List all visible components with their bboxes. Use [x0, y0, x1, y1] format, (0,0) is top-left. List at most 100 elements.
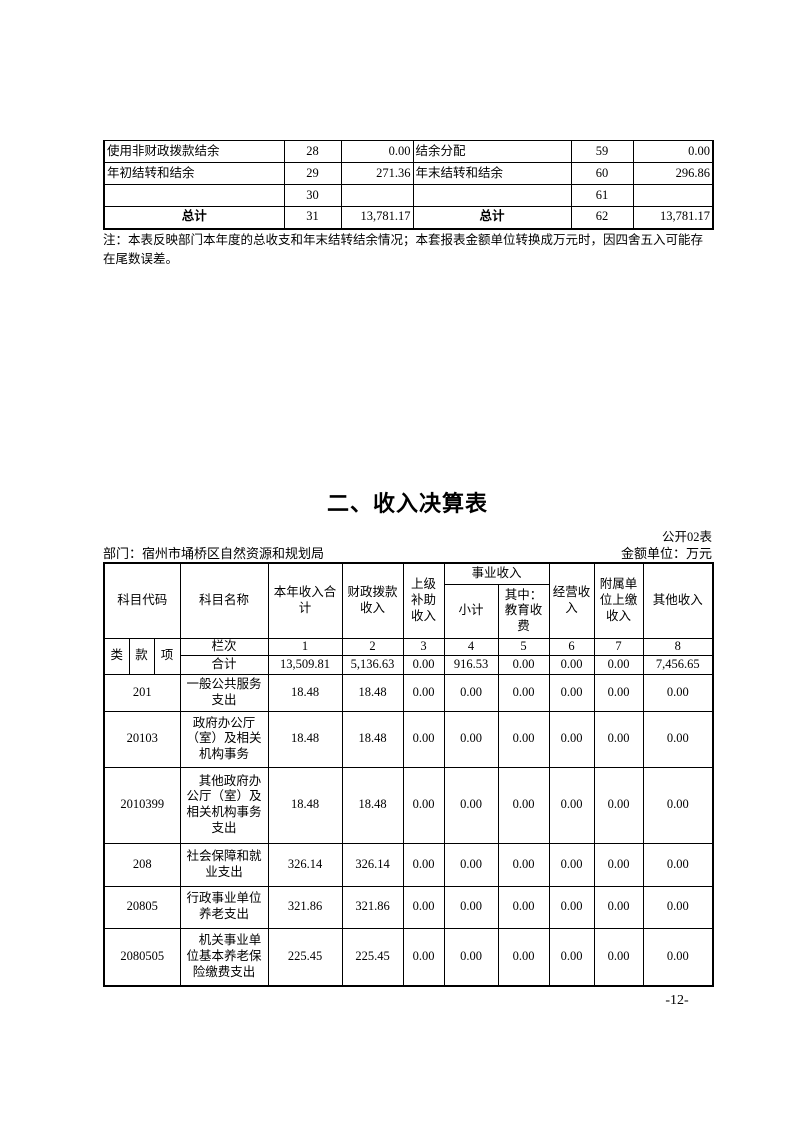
cell-value: 0.00	[548, 673, 595, 712]
amount-value: 0.00	[340, 140, 414, 163]
header-other-income: 其他收入	[642, 562, 714, 639]
column-number: 1	[267, 637, 343, 656]
cell-value: 0.00	[497, 766, 550, 844]
total-value: 0.00	[548, 654, 595, 675]
header-fiscal-income: 财政拨款收入	[341, 562, 404, 639]
total-value: 916.53	[443, 654, 499, 675]
amount-value	[340, 184, 414, 207]
cell-value: 0.00	[593, 927, 644, 987]
income-statement-table: 科目代码 科目名称 本年收入合计 财政拨款收入 上级补助收入 事业收入 经营收入…	[103, 562, 715, 987]
cell-value: 0.00	[642, 710, 714, 768]
cell-value: 326.14	[341, 842, 404, 887]
table-row-grand-total: 总计 31 13,781.17 总计 62 13,781.17	[103, 206, 714, 229]
cell-value: 0.00	[402, 673, 445, 712]
cell-value: 0.00	[497, 673, 550, 712]
subject-name: 机关事业单位基本养老保险缴费支出	[179, 927, 269, 987]
total-value: 13,509.81	[267, 654, 343, 675]
column-number: 5	[497, 637, 550, 656]
amount-value: 13,781.17	[340, 206, 414, 229]
subject-name: 政府办公厅（室）及相关机构事务	[179, 710, 269, 768]
cell-value: 0.00	[402, 710, 445, 768]
header-subject-code: 科目代码	[103, 562, 181, 639]
cell-value: 0.00	[402, 842, 445, 887]
line-number: 62	[570, 206, 634, 229]
line-number: 60	[570, 162, 634, 185]
header-code-section: 款	[128, 637, 155, 675]
cell-value: 18.48	[341, 673, 404, 712]
cell-value: 0.00	[593, 842, 644, 887]
row-label: 使用非财政拨款结余	[103, 140, 285, 163]
cell-value: 0.00	[443, 766, 499, 844]
table-row: 20805 行政事业单位养老支出 321.86 321.86 0.00 0.00…	[103, 885, 714, 929]
subject-code: 208	[103, 842, 181, 887]
column-number: 3	[402, 637, 445, 656]
total-value: 0.00	[402, 654, 445, 675]
row-label: 年初结转和结余	[103, 162, 285, 185]
subject-code: 20805	[103, 885, 181, 929]
table-row: 年初结转和结余 29 271.36 年末结转和结余 60 296.86	[103, 162, 714, 185]
table-row: 使用非财政拨款结余 28 0.00 结余分配 59 0.00	[103, 140, 714, 163]
line-number: 31	[283, 206, 342, 229]
header-affiliated-income: 附属单位上缴收入	[593, 562, 644, 639]
header-business-edu-fee: 其中：教育收费	[497, 583, 550, 639]
page-number: -12-	[665, 993, 689, 1008]
line-number: 59	[570, 140, 634, 163]
subject-code: 20103	[103, 710, 181, 768]
header-year-total: 本年收入合计	[267, 562, 343, 639]
total-value: 0.00	[593, 654, 644, 675]
amount-value: 13,781.17	[632, 206, 714, 229]
subject-name: 行政事业单位养老支出	[179, 885, 269, 929]
line-number: 30	[283, 184, 342, 207]
cell-value: 326.14	[267, 842, 343, 887]
header-row-sub: 小计 其中：教育收费	[104, 583, 713, 639]
header-code-class: 类	[103, 637, 130, 675]
cell-value: 0.00	[642, 842, 714, 887]
cell-value: 0.00	[443, 842, 499, 887]
header-operating-income: 经营收入	[548, 562, 595, 639]
cell-value: 18.48	[341, 766, 404, 844]
unit-label: 金额单位：万元	[620, 546, 712, 561]
total-row: 合计 13,509.81 5,136.63 0.00 916.53 0.00 0…	[104, 654, 714, 675]
cell-value: 0.00	[443, 673, 499, 712]
cell-value: 0.00	[548, 710, 595, 768]
amount-value: 0.00	[632, 140, 714, 163]
subject-code: 201	[103, 673, 181, 712]
cell-value: 225.45	[267, 927, 343, 987]
cell-value: 0.00	[593, 710, 644, 768]
table-row: 20103 政府办公厅（室）及相关机构事务 18.48 18.48 0.00 0…	[103, 710, 714, 768]
header-row-top: 科目代码 科目名称 本年收入合计 财政拨款收入 上级补助收入 事业收入 经营收入…	[103, 562, 714, 639]
cell-value: 18.48	[267, 710, 343, 768]
total-value: 5,136.63	[341, 654, 404, 675]
amount-value	[632, 184, 714, 207]
cell-value: 0.00	[642, 885, 714, 929]
column-number: 2	[341, 637, 404, 656]
row-label: 年末结转和结余	[412, 162, 572, 185]
line-number: 29	[283, 162, 342, 185]
cell-value: 18.48	[267, 673, 343, 712]
row-label	[103, 184, 285, 207]
cell-value: 0.00	[443, 885, 499, 929]
cell-value: 0.00	[497, 885, 550, 929]
cell-value: 0.00	[548, 927, 595, 987]
cell-value: 0.00	[548, 885, 595, 929]
grand-total-label: 总计	[103, 206, 285, 229]
subject-name: 一般公共服务支出	[179, 673, 269, 712]
cell-value: 18.48	[267, 766, 343, 844]
cell-value: 0.00	[443, 927, 499, 987]
grand-total-label: 总计	[412, 206, 572, 229]
line-number: 61	[570, 184, 634, 207]
cell-value: 0.00	[548, 842, 595, 887]
table-row: 208 社会保障和就业支出 326.14 326.14 0.00 0.00 0.…	[103, 842, 714, 887]
table-row: 30 61	[103, 184, 714, 207]
subject-code: 2010399	[103, 766, 181, 844]
cell-value: 321.86	[341, 885, 404, 929]
cell-value: 0.00	[593, 766, 644, 844]
cell-value: 0.00	[443, 710, 499, 768]
column-index-row: 类 款 项 栏次 1 2 3 4 5 6 7 8	[103, 637, 714, 675]
table-footnote: 注：本表反映部门本年度的总收支和年末结转结余情况；本套报表金额单位转换成万元时，…	[103, 233, 704, 266]
form-code-label: 公开02表	[661, 530, 712, 544]
row-label: 结余分配	[412, 140, 572, 163]
column-number: 8	[642, 637, 714, 656]
cell-value: 0.00	[642, 673, 714, 712]
